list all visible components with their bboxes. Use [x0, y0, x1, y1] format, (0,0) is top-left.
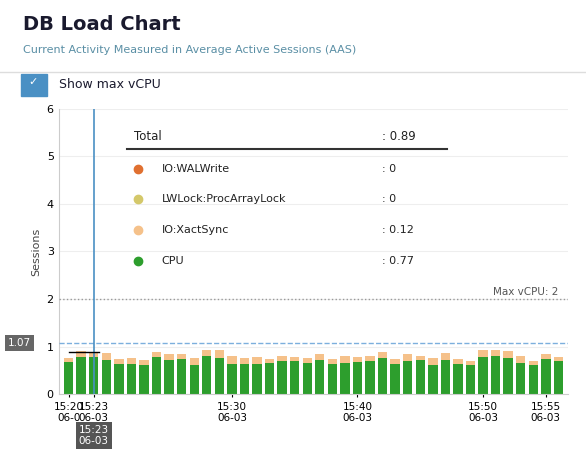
Bar: [265, 363, 274, 394]
Bar: [265, 358, 274, 363]
Y-axis label: Sessions: Sessions: [31, 227, 41, 275]
Bar: [165, 354, 174, 360]
Bar: [503, 351, 513, 358]
Bar: [240, 358, 249, 364]
Bar: [177, 354, 186, 359]
Bar: [202, 350, 212, 357]
Bar: [127, 358, 136, 364]
Bar: [453, 364, 462, 394]
Bar: [114, 359, 124, 364]
Bar: [77, 357, 86, 394]
Bar: [428, 357, 438, 365]
Bar: [403, 354, 413, 361]
Bar: [529, 365, 538, 394]
Text: : 0.12: : 0.12: [382, 225, 414, 235]
Bar: [503, 358, 513, 394]
Text: : 0: : 0: [382, 194, 397, 204]
Bar: [127, 364, 136, 394]
Bar: [240, 364, 249, 394]
Bar: [290, 357, 299, 361]
Text: IO:WALWrite: IO:WALWrite: [161, 164, 230, 173]
Bar: [491, 357, 500, 394]
Text: Max vCPU: 2: Max vCPU: 2: [493, 287, 558, 297]
Bar: [516, 363, 526, 394]
Text: Show max vCPU: Show max vCPU: [59, 78, 161, 91]
Bar: [328, 364, 337, 394]
Text: : 0.77: : 0.77: [382, 256, 414, 266]
Text: DB Load Chart: DB Load Chart: [23, 15, 181, 34]
Bar: [403, 361, 413, 394]
Bar: [214, 358, 224, 394]
Bar: [202, 357, 212, 394]
Bar: [290, 361, 299, 394]
Bar: [227, 357, 237, 364]
Bar: [227, 364, 237, 394]
Bar: [64, 358, 73, 362]
Bar: [378, 358, 387, 394]
Bar: [491, 350, 500, 357]
Bar: [101, 352, 111, 360]
Bar: [189, 366, 199, 394]
Bar: [390, 359, 400, 364]
Bar: [189, 358, 199, 366]
Bar: [64, 362, 73, 394]
Bar: [453, 359, 462, 364]
Bar: [139, 360, 149, 365]
Bar: [328, 359, 337, 364]
Bar: [114, 364, 124, 394]
Bar: [415, 356, 425, 360]
Text: : 0.89: : 0.89: [382, 130, 416, 144]
Bar: [529, 361, 538, 365]
Bar: [277, 356, 287, 361]
Bar: [302, 358, 312, 363]
Text: Current Activity Measured in Average Active Sessions (AAS): Current Activity Measured in Average Act…: [23, 45, 357, 55]
Bar: [253, 364, 262, 394]
Bar: [77, 351, 86, 357]
FancyBboxPatch shape: [21, 74, 47, 96]
Bar: [277, 361, 287, 394]
Bar: [302, 363, 312, 394]
Bar: [253, 357, 262, 364]
Text: CPU: CPU: [161, 256, 184, 266]
Bar: [541, 359, 550, 394]
Bar: [441, 360, 450, 394]
Bar: [315, 360, 325, 394]
Text: Total: Total: [134, 130, 162, 144]
Bar: [554, 357, 563, 361]
Bar: [541, 354, 550, 359]
Bar: [315, 354, 325, 360]
Bar: [353, 362, 362, 394]
Bar: [428, 365, 438, 394]
Bar: [89, 352, 98, 357]
Bar: [390, 364, 400, 394]
Bar: [378, 352, 387, 358]
Bar: [478, 350, 488, 357]
Bar: [139, 365, 149, 394]
Text: 15:23
06-03: 15:23 06-03: [79, 424, 109, 446]
Bar: [177, 359, 186, 394]
Text: ✓: ✓: [28, 77, 38, 87]
Bar: [478, 357, 488, 394]
Bar: [353, 357, 362, 362]
Bar: [101, 360, 111, 394]
Bar: [466, 365, 475, 394]
Bar: [340, 356, 350, 363]
Bar: [365, 361, 374, 394]
Bar: [466, 361, 475, 365]
Bar: [415, 360, 425, 394]
Text: : 0: : 0: [382, 164, 397, 173]
Bar: [89, 357, 98, 394]
Bar: [365, 357, 374, 361]
Bar: [516, 356, 526, 363]
Bar: [340, 363, 350, 394]
Bar: [441, 353, 450, 360]
Bar: [152, 357, 161, 394]
Bar: [152, 352, 161, 357]
Bar: [554, 361, 563, 394]
Text: LWLock:ProcArrayLock: LWLock:ProcArrayLock: [161, 194, 286, 204]
Text: 1.07: 1.07: [8, 338, 31, 348]
Bar: [214, 350, 224, 358]
Text: IO:XactSync: IO:XactSync: [161, 225, 229, 235]
Bar: [165, 360, 174, 394]
